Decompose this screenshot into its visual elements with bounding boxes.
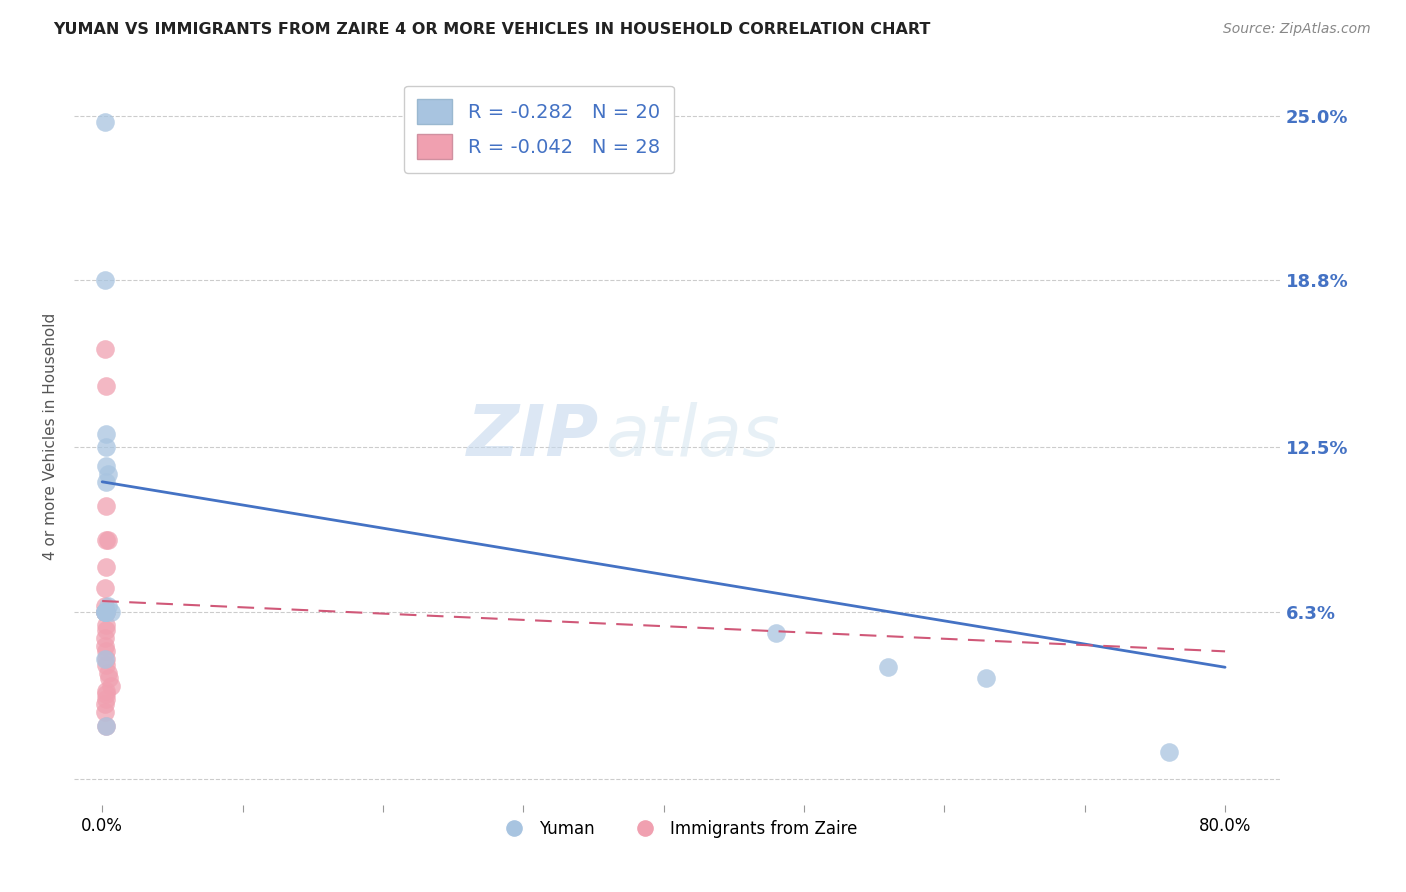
Point: [976, 671, 998, 685]
Point: [96, 623, 118, 637]
Point: [97, 599, 120, 614]
Point: [96, 644, 118, 658]
Point: [96, 605, 118, 619]
Y-axis label: 4 or more Vehicles in Household: 4 or more Vehicles in Household: [44, 313, 58, 560]
Point: [96, 427, 118, 442]
Point: [96, 657, 118, 672]
Point: [100, 605, 122, 619]
Point: [97, 665, 120, 680]
Point: [94, 698, 117, 712]
Point: [96, 605, 118, 619]
Point: [96, 458, 118, 473]
Point: [96, 692, 118, 706]
Point: [94, 114, 117, 128]
Point: [96, 499, 118, 513]
Point: [98, 671, 121, 685]
Point: [94, 631, 117, 645]
Text: Source: ZipAtlas.com: Source: ZipAtlas.com: [1223, 22, 1371, 37]
Text: atlas: atlas: [605, 402, 780, 471]
Point: [97, 467, 120, 481]
Point: [94, 652, 117, 666]
Point: [96, 475, 118, 489]
Point: [1157, 745, 1180, 759]
Text: YUMAN VS IMMIGRANTS FROM ZAIRE 4 OR MORE VEHICLES IN HOUSEHOLD CORRELATION CHART: YUMAN VS IMMIGRANTS FROM ZAIRE 4 OR MORE…: [53, 22, 931, 37]
Point: [94, 605, 117, 619]
Point: [94, 599, 117, 614]
Point: [94, 273, 117, 287]
Point: [765, 625, 787, 640]
Point: [97, 533, 120, 547]
Point: [94, 581, 117, 595]
Point: [94, 639, 117, 653]
Point: [96, 684, 118, 698]
Point: [94, 605, 117, 619]
Point: [96, 718, 118, 732]
Point: [96, 379, 118, 393]
Point: [94, 605, 117, 619]
Point: [96, 652, 118, 666]
Point: [94, 706, 117, 720]
Point: [94, 605, 117, 619]
Point: [94, 605, 117, 619]
Point: [96, 605, 118, 619]
Point: [96, 533, 118, 547]
Text: ZIP: ZIP: [467, 402, 599, 471]
Point: [94, 343, 117, 357]
Legend: Yuman, Immigrants from Zaire: Yuman, Immigrants from Zaire: [491, 814, 865, 845]
Point: [100, 679, 122, 693]
Point: [96, 718, 118, 732]
Point: [96, 559, 118, 574]
Point: [877, 660, 900, 674]
Point: [96, 687, 118, 701]
Point: [96, 605, 118, 619]
Point: [96, 441, 118, 455]
Point: [96, 618, 118, 632]
